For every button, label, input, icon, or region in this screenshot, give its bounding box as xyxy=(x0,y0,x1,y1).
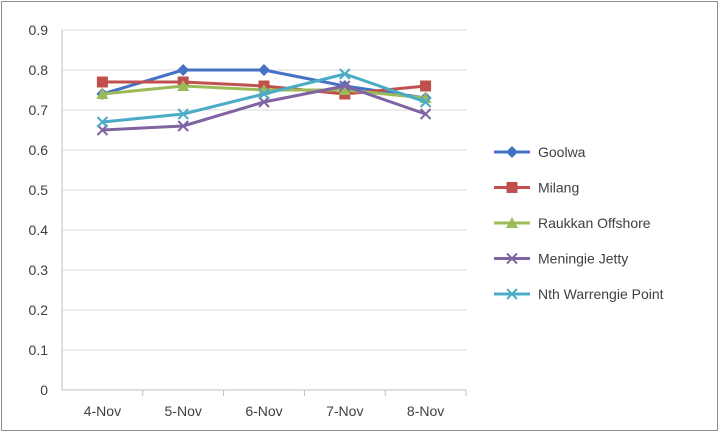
y-tick-label: 0.6 xyxy=(29,142,49,158)
x-marker-stroke xyxy=(506,288,518,300)
data-point-square xyxy=(96,76,108,88)
data-point-x xyxy=(506,252,518,265)
data-point-x xyxy=(339,68,351,80)
data-point-x xyxy=(177,120,189,132)
data-point-triangle xyxy=(96,88,109,99)
data-point-diamond xyxy=(177,64,190,76)
x-marker-stroke xyxy=(96,116,109,128)
x-marker-stroke xyxy=(506,252,518,265)
data-point-square xyxy=(506,182,518,193)
legend-label: Nth Warrengie Point xyxy=(538,286,664,302)
x-marker-stroke xyxy=(419,108,432,120)
x-marker-stroke xyxy=(419,96,432,108)
data-point-triangle xyxy=(338,84,351,95)
data-point-x xyxy=(339,80,351,92)
x-marker-stroke xyxy=(177,108,189,120)
x-marker-stroke xyxy=(258,88,270,100)
gridlines xyxy=(62,29,466,351)
data-point-square xyxy=(420,80,432,92)
x-tick-label: 8-Nov xyxy=(407,403,444,419)
data-point-x xyxy=(96,116,109,128)
legend-item: Raukkan Offshore xyxy=(494,215,651,231)
y-tick-label: 0.3 xyxy=(29,262,49,278)
y-tick-label: 0.4 xyxy=(29,222,49,238)
x-tick-label: 6-Nov xyxy=(245,403,282,419)
x-marker-stroke xyxy=(177,120,189,132)
legend-item: Goolwa xyxy=(494,144,586,160)
data-point-diamond xyxy=(258,64,270,76)
series-nth-warrengie-point xyxy=(96,68,432,128)
data-point-x xyxy=(419,108,432,120)
legend: Goolwa Milang Raukkan Offshore Meningie Jet… xyxy=(494,144,664,302)
x-marker-stroke xyxy=(339,80,351,92)
y-tick-label: 0.2 xyxy=(29,302,49,318)
legend-label: Meningie Jetty xyxy=(538,251,628,267)
data-point-x xyxy=(258,88,270,100)
y-tick-label: 0.9 xyxy=(29,22,49,38)
legend-item: Nth Warrengie Point xyxy=(494,286,664,302)
data-point-x xyxy=(177,108,189,120)
x-tick-label: 7-Nov xyxy=(326,403,363,419)
x-marker-stroke xyxy=(339,68,351,80)
data-point-x xyxy=(506,288,518,300)
legend-item: Milang xyxy=(494,180,579,196)
x-tick-label: 5-Nov xyxy=(165,403,202,419)
y-tick-label: 0.5 xyxy=(29,182,49,198)
legend-label: Goolwa xyxy=(538,144,586,160)
y-tick-label: 0.7 xyxy=(29,102,49,118)
legend-item: Meningie Jetty xyxy=(494,251,628,267)
legend-label: Milang xyxy=(538,180,579,196)
y-tick-label: 0 xyxy=(40,382,48,398)
y-axis-tick-labels: 0 0.1 0.2 0.3 0.4 0.5 0.6 0.7 0.8 0.9 xyxy=(29,22,49,398)
x-tick-label: 4-Nov xyxy=(84,403,121,419)
y-tick-label: 0.1 xyxy=(29,342,49,358)
data-point-diamond xyxy=(506,146,518,158)
y-tick-label: 0.8 xyxy=(29,62,49,78)
data-point-x xyxy=(419,96,432,108)
data-point-triangle xyxy=(506,217,518,228)
legend-label: Raukkan Offshore xyxy=(538,215,651,231)
x-axis-tick-labels: 4-Nov 5-Nov 6-Nov 7-Nov 8-Nov xyxy=(84,403,445,419)
data-point-triangle xyxy=(177,80,190,91)
